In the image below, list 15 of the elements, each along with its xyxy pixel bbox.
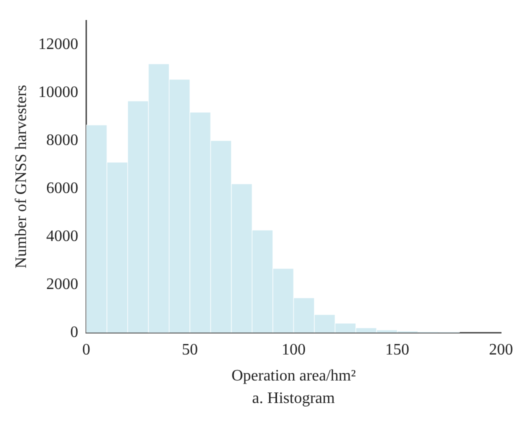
x-tick-label: 150 bbox=[385, 341, 410, 358]
y-tick-label: 2000 bbox=[46, 276, 78, 293]
text: a. Histogram bbox=[251, 390, 336, 408]
y-tick-label: 10000 bbox=[38, 84, 78, 101]
x-tick-label: 0 bbox=[82, 341, 90, 358]
x-axis-title: Operation area/hm² bbox=[231, 368, 356, 385]
y-tick-label: 12000 bbox=[38, 36, 78, 53]
x-tick-label: 100 bbox=[282, 341, 306, 358]
y-tick-label: 0 bbox=[70, 324, 78, 341]
y-tick-label: 6000 bbox=[46, 180, 78, 197]
x-tick-label: 200 bbox=[489, 341, 513, 358]
y-axis-title: Number of GNSS harvesters bbox=[12, 84, 30, 268]
y-tick-label: 4000 bbox=[46, 228, 78, 245]
x-tick-label: 50 bbox=[182, 341, 198, 358]
y-tick-label: 8000 bbox=[46, 132, 78, 149]
